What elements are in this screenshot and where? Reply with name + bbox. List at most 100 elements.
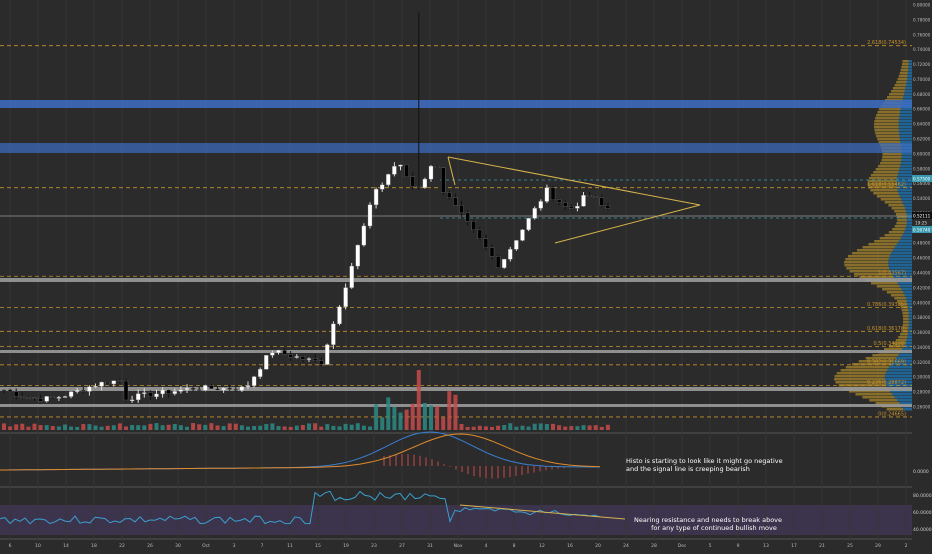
current-price-tag bbox=[912, 212, 932, 219]
date-axis-label: 13 bbox=[763, 543, 769, 549]
volume-profile-bar bbox=[891, 363, 912, 366]
volume-profile-bar bbox=[885, 372, 912, 375]
volume-profile-bar bbox=[881, 159, 902, 162]
candle bbox=[380, 184, 385, 190]
candle bbox=[605, 205, 611, 209]
volume-profile-bar bbox=[896, 183, 912, 186]
rsi-axis-label: 80.0000 bbox=[913, 493, 932, 499]
volume-bar bbox=[166, 424, 171, 430]
candle bbox=[587, 195, 592, 197]
volume-profile-bar bbox=[897, 282, 912, 285]
candle bbox=[593, 196, 598, 198]
rsi-annotation: Nearing resistance and needs to break ab… bbox=[634, 516, 782, 524]
volume-profile-bar bbox=[894, 396, 912, 399]
volume-bar bbox=[239, 425, 244, 430]
date-axis-label: 27 bbox=[399, 543, 405, 549]
volume-bar bbox=[111, 425, 116, 430]
volume-profile-bar bbox=[888, 204, 904, 207]
candle bbox=[136, 393, 141, 401]
candle bbox=[26, 397, 31, 399]
volume-profile-bar bbox=[902, 234, 912, 237]
candle bbox=[538, 201, 543, 209]
candle bbox=[434, 165, 440, 168]
volume-profile-bar bbox=[901, 198, 912, 201]
candle bbox=[563, 202, 568, 207]
volume-bar bbox=[117, 423, 122, 430]
candle bbox=[14, 391, 19, 397]
candle bbox=[495, 256, 501, 268]
candle bbox=[197, 389, 202, 391]
current-price-label: 0.52111 bbox=[913, 214, 931, 219]
candle bbox=[459, 205, 464, 214]
candle bbox=[233, 389, 238, 391]
volume-profile-bar bbox=[894, 210, 906, 213]
date-axis-label: 4 bbox=[485, 543, 488, 549]
volume-profile-bar bbox=[882, 288, 902, 291]
volume-profile-bar bbox=[899, 114, 912, 117]
volume-profile-bar bbox=[890, 270, 912, 273]
candle bbox=[203, 385, 208, 391]
volume-bar bbox=[526, 426, 531, 430]
volume-bar bbox=[209, 423, 214, 430]
candle bbox=[373, 189, 379, 205]
volume-bar bbox=[270, 423, 275, 430]
volume-bar bbox=[154, 423, 159, 430]
volume-profile-bar bbox=[905, 342, 912, 345]
price-axis-label: 0.40000 bbox=[913, 300, 931, 305]
volume-profile-bar bbox=[892, 249, 912, 252]
date-axis-label: 28 bbox=[651, 543, 657, 549]
volume-profile-bar bbox=[846, 267, 890, 270]
volume-profile-bar bbox=[901, 288, 912, 291]
volume-bar bbox=[178, 425, 183, 430]
volume-profile-bar bbox=[906, 222, 912, 225]
volume-bar bbox=[557, 425, 562, 430]
price-tag-label: 0.50740 bbox=[913, 228, 931, 233]
volume-profile-bar bbox=[905, 225, 912, 228]
fib-level-label: 0.5(0.34108) bbox=[873, 341, 906, 347]
volume-profile-bar bbox=[897, 216, 907, 219]
price-axis-label: 0.76000 bbox=[913, 32, 931, 37]
date-axis-label: 2 bbox=[905, 543, 908, 549]
volume-profile-bar bbox=[865, 357, 896, 360]
volume-profile-bar bbox=[893, 276, 912, 279]
volume-profile-bar bbox=[903, 96, 912, 99]
price-axis-label: 0.48000 bbox=[913, 241, 931, 246]
volume-bar bbox=[300, 425, 305, 430]
candle bbox=[288, 354, 293, 358]
price-axis-label: 0.36000 bbox=[913, 330, 931, 335]
volume-profile-bar bbox=[905, 84, 912, 87]
volume-profile-bar bbox=[872, 354, 899, 357]
volume-bar bbox=[63, 424, 67, 430]
volume-profile-bar bbox=[880, 198, 902, 201]
volume-bar bbox=[410, 403, 415, 430]
volume-bar bbox=[313, 423, 318, 430]
candle bbox=[392, 166, 397, 175]
candle bbox=[209, 385, 214, 389]
volume-bar bbox=[459, 423, 464, 430]
volume-profile-bar bbox=[908, 60, 912, 63]
volume-profile-bar bbox=[875, 132, 900, 135]
volume-profile-bar bbox=[840, 369, 888, 372]
volume-bar bbox=[441, 417, 446, 430]
candle bbox=[520, 229, 525, 241]
volume-profile-bar bbox=[889, 255, 912, 258]
candle bbox=[416, 185, 421, 188]
volume-profile-bar bbox=[885, 381, 912, 384]
volume-profile-bar bbox=[907, 72, 912, 75]
fib-level-label: 0.618(0.36170) bbox=[867, 326, 906, 332]
fib-level-label: 0.382(0.31669) bbox=[867, 359, 906, 365]
date-axis-label: 15 bbox=[315, 543, 321, 549]
macd-annotation: Histo is starting to look like it might … bbox=[626, 457, 783, 465]
volume-bar bbox=[252, 425, 257, 430]
volume-profile-bar bbox=[907, 75, 912, 78]
volume-profile-bar bbox=[888, 261, 912, 264]
volume-bar bbox=[544, 424, 549, 430]
volume-profile-bar bbox=[903, 318, 909, 321]
candle bbox=[282, 350, 287, 355]
volume-profile-bar bbox=[888, 264, 912, 267]
candle bbox=[569, 206, 574, 209]
volume-bar bbox=[264, 424, 269, 430]
volume-bar bbox=[56, 426, 61, 430]
volume-bar bbox=[508, 423, 513, 430]
